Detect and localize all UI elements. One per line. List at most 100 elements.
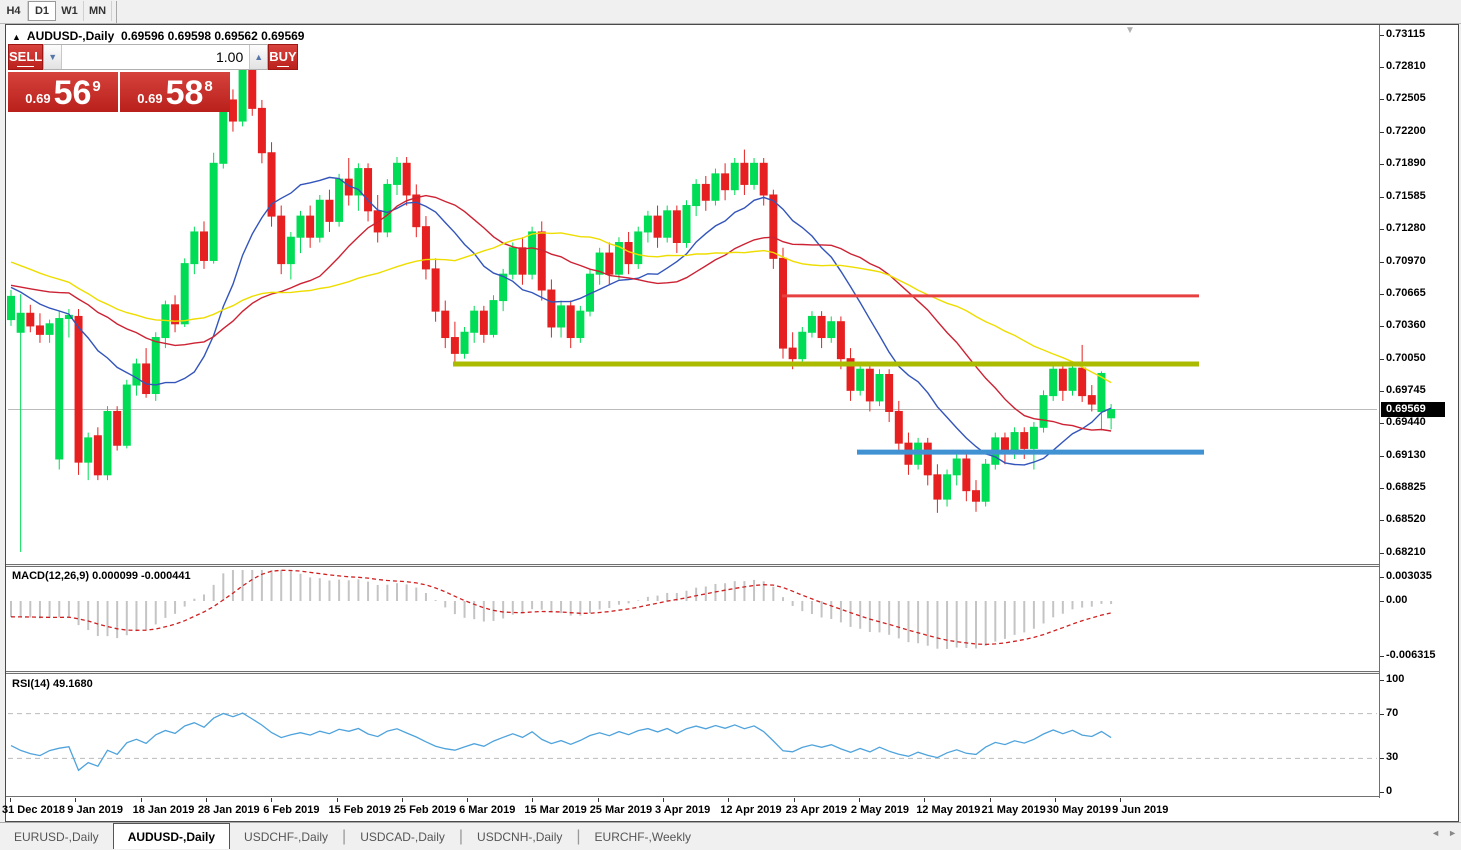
date-tick xyxy=(989,798,991,802)
price-axis-label: 0.69440 xyxy=(1386,416,1426,429)
price-axis-label: 0.69745 xyxy=(1386,383,1426,396)
date-tick xyxy=(10,798,11,802)
date-tick xyxy=(271,798,273,802)
chart-tab-audusd[interactable]: AUDUSD-,Daily xyxy=(112,823,231,849)
date-axis-label: 15 Feb 2019 xyxy=(328,804,391,816)
date-tick xyxy=(336,798,338,802)
axis-tick xyxy=(1380,655,1384,657)
panel-divider[interactable] xyxy=(6,564,1379,567)
price-axis-label: 0.71890 xyxy=(1386,157,1426,170)
price-axis[interactable]: 0.69569 0.73115 0.72810 0.72505 0.72200 0.71… xyxy=(1379,25,1458,798)
date-axis[interactable]: 31 Dec 2018 9 Jan 2019 18 Jan 2019 28 Jan 2… xyxy=(2,798,1379,821)
chart-symbol-label: AUDUSD-,Daily xyxy=(26,29,115,43)
chart-tab-usdcad[interactable]: USDCAD-,Daily xyxy=(360,830,445,844)
date-tick xyxy=(924,798,926,802)
price-chart-canvas[interactable] xyxy=(6,25,1379,564)
timeframe-button-w1[interactable]: W1 xyxy=(56,1,84,21)
axis-tick xyxy=(1380,680,1384,681)
date-axis-label: 9 Jun 2019 xyxy=(1112,804,1169,816)
chart-tab-usdcnh[interactable]: USDCNH-,Daily xyxy=(477,830,563,844)
date-axis-label: 28 Jan 2019 xyxy=(197,804,260,816)
toolbar-separator xyxy=(116,1,117,23)
date-tick xyxy=(205,798,207,802)
tab-separator: | xyxy=(576,828,581,845)
macd-axis-label: -0.006315 xyxy=(1386,648,1436,661)
axis-tick xyxy=(1380,99,1384,101)
axis-tick xyxy=(1380,358,1384,360)
chart-collapse-icon[interactable]: ▼ xyxy=(1125,25,1135,36)
date-axis-label: 12 May 2019 xyxy=(916,804,981,816)
timeframe-button-mn[interactable]: MN xyxy=(84,1,112,21)
axis-tick xyxy=(1380,390,1384,392)
axis-tick xyxy=(1380,228,1384,230)
axis-tick xyxy=(1380,196,1384,198)
trade-panel-collapse-icon[interactable]: ▲ xyxy=(12,32,21,42)
timeframe-button-d1[interactable]: D1 xyxy=(28,1,56,21)
price-axis-label: 0.72200 xyxy=(1386,124,1426,137)
sell-button-label: SELL xyxy=(9,49,43,64)
volume-input[interactable] xyxy=(62,45,250,69)
buy-button[interactable]: BUY xyxy=(268,44,298,70)
panel-divider[interactable] xyxy=(6,671,1379,674)
axis-tick xyxy=(1380,488,1384,490)
rsi-label: RSI(14) 49.1680 xyxy=(12,678,93,690)
volume-decrease-icon[interactable]: ▼ xyxy=(44,45,63,69)
sell-price-pip: 9 xyxy=(92,78,101,95)
price-axis-label: 0.70970 xyxy=(1386,254,1426,267)
axis-tick xyxy=(1380,164,1384,166)
date-axis-label: 9 Jan 2019 xyxy=(67,804,123,816)
date-axis-label: 23 Apr 2019 xyxy=(785,804,847,816)
axis-tick xyxy=(1380,131,1384,133)
volume-increase-icon[interactable]: ▲ xyxy=(249,45,268,69)
buy-underline xyxy=(277,66,289,67)
volume-stepper: ▼ ▲ xyxy=(43,44,269,70)
date-axis-label: 25 Feb 2019 xyxy=(393,804,457,816)
axis-tick xyxy=(1380,325,1384,327)
timeframe-button-h4[interactable]: H4 xyxy=(0,1,28,21)
rsi-line xyxy=(10,712,1112,772)
price-axis-label: 0.68210 xyxy=(1386,545,1426,558)
tab-scroll-left-icon[interactable]: ◄ xyxy=(1431,828,1441,838)
rsi-axis-label: 70 xyxy=(1386,706,1399,719)
price-axis-label: 0.71585 xyxy=(1386,189,1426,202)
date-tick xyxy=(1120,798,1122,802)
date-axis-label: 31 Dec 2018 xyxy=(2,804,65,816)
axis-tick xyxy=(1380,792,1384,793)
price-axis-label: 0.73115 xyxy=(1386,28,1426,40)
chart-tab-usdchf[interactable]: USDCHF-,Daily xyxy=(244,830,329,844)
chart-title: ▲ AUDUSD-,Daily 0.69596 0.69598 0.69562 0… xyxy=(12,29,304,43)
date-axis-label: 6 Feb 2019 xyxy=(263,804,320,816)
tab-separator: | xyxy=(458,828,464,845)
date-tick xyxy=(858,798,860,802)
date-axis-label: 12 Apr 2019 xyxy=(720,804,782,816)
axis-tick xyxy=(1380,423,1384,425)
chart-window xyxy=(5,24,1459,822)
sell-button[interactable]: SELL xyxy=(8,44,44,70)
date-tick xyxy=(532,798,534,802)
rsi-axis-label: 30 xyxy=(1386,751,1399,764)
buy-price-prefix: 0.69 xyxy=(137,91,163,106)
buy-price-display[interactable]: 0.69 58 8 xyxy=(120,72,230,112)
chart-tab-eurchf[interactable]: EURCHF-,Weekly xyxy=(594,830,691,844)
macd-chart-canvas[interactable] xyxy=(6,567,1379,671)
chart-tab-eurusd[interactable]: EURUSD-,Daily xyxy=(14,830,99,844)
date-tick xyxy=(75,798,77,802)
candles-layer xyxy=(7,57,1116,552)
rsi-chart-canvas[interactable] xyxy=(6,674,1379,797)
macd-axis-label: 0.00 xyxy=(1386,594,1408,606)
price-axis-label: 0.70360 xyxy=(1386,318,1426,331)
timeframe-toolbar: H4 D1 W1 MN xyxy=(0,0,1461,24)
axis-tick xyxy=(1380,601,1384,602)
axis-tick xyxy=(1380,293,1384,295)
date-tick xyxy=(401,798,403,802)
sell-underline xyxy=(17,66,35,67)
date-tick xyxy=(140,798,142,802)
tab-scroll-right-icon[interactable]: ► xyxy=(1448,828,1457,838)
sell-price-display[interactable]: 0.69 56 9 xyxy=(8,72,118,112)
axis-tick xyxy=(1380,35,1384,36)
price-axis-label: 0.68520 xyxy=(1386,513,1426,526)
axis-tick xyxy=(1380,455,1384,457)
rsi-axis-label: 100 xyxy=(1386,673,1405,685)
buy-price-pip: 8 xyxy=(204,78,213,95)
date-axis-label: 18 Jan 2019 xyxy=(132,804,195,816)
